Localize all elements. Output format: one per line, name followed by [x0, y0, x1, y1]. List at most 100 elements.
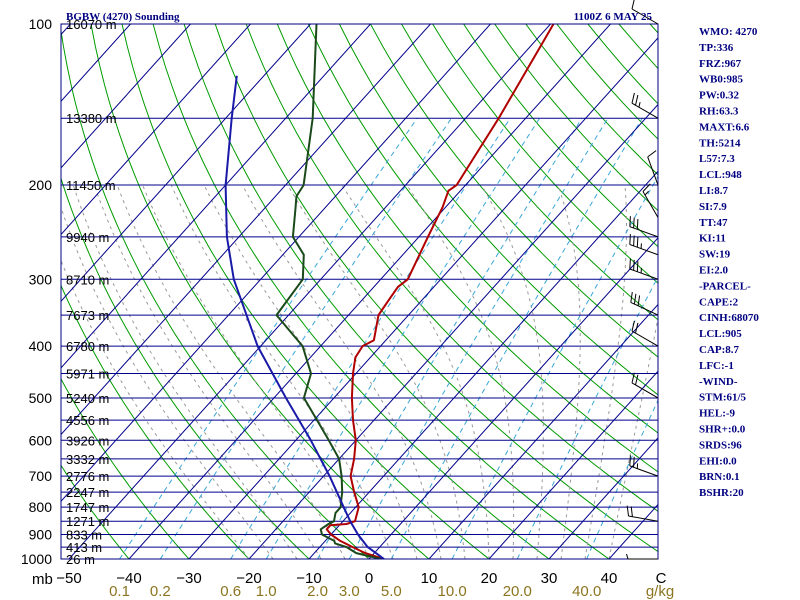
isotherm: [61, 24, 252, 236]
pressure-tick-label: 200: [29, 177, 53, 193]
index-item: SHR+:0.0: [699, 424, 746, 436]
index-item: LCL:948: [699, 169, 742, 181]
height-label: 1271 m: [66, 514, 109, 529]
temperature-tick-label: 30: [541, 570, 558, 587]
pressure-tick-label: 400: [29, 338, 53, 354]
index-item: KI:11: [699, 233, 726, 245]
index-item: EI:2.0: [699, 265, 729, 277]
isotherm: [61, 24, 372, 369]
wind-barb: [647, 150, 659, 186]
temperature-tick-label: 0: [365, 570, 373, 587]
grid-layer: [61, 24, 658, 559]
moist-adiabat: [93, 184, 322, 559]
mixing-ratio-label: 1.0: [256, 583, 277, 600]
height-label: 2247 m: [66, 485, 109, 500]
wind-barb: [631, 0, 659, 25]
parcel-trace: [224, 75, 385, 559]
temperature-tick-label: 10: [421, 570, 438, 587]
height-label: 16070 m: [66, 17, 117, 32]
mixing-ratio-line: [119, 117, 418, 559]
mixing-ratio-label: 3.0: [339, 583, 360, 600]
frame-layer: [60, 23, 659, 560]
index-item: SI:7.9: [699, 201, 727, 213]
pressure-tick-label: 900: [29, 527, 53, 543]
isotherm: [68, 24, 552, 559]
wind-barb: [629, 216, 659, 238]
wind-barb: [626, 505, 659, 522]
wind-barb: [629, 258, 659, 280]
isotherm: [128, 24, 612, 559]
index-item: -WIND-: [699, 376, 738, 388]
height-label: 413 m: [66, 540, 102, 555]
height-label: 1747 m: [66, 500, 109, 515]
height-label: 2776 m: [66, 469, 109, 484]
dry-adiabat: [463, 24, 658, 248]
moist-adiabat: [242, 184, 442, 559]
series-layer: [224, 24, 555, 559]
pressure-tick-label: 600: [29, 432, 53, 448]
mixing-ratio-label: 0.2: [150, 583, 171, 600]
index-panel: WMO: 4270 TP:336 FRZ:967 WB0:985 PW:0.32 RH:6…: [699, 26, 759, 499]
index-item: LCL:905: [699, 328, 742, 340]
mixing-ratio-line: [317, 117, 583, 559]
index-item: STM:61/5: [699, 392, 747, 404]
dry-adiabat: [152, 24, 550, 559]
isotherm: [61, 24, 492, 502]
pressure-tick-label: 800: [29, 499, 53, 515]
height-label: 8710 m: [66, 272, 109, 287]
chart-title: BGBW (4270) Sounding: [66, 11, 180, 23]
temperature-tick-label: −20: [236, 570, 261, 587]
mixing-ratio-unit-label: g/kg: [646, 583, 674, 600]
height-label: 3926 m: [66, 433, 109, 448]
mixing-ratio-label: 40.0: [572, 583, 601, 600]
index-item: CAPE:2: [699, 296, 739, 308]
index-item: CINH:68070: [699, 312, 759, 324]
mixing-ratio-label: 10.0: [437, 583, 466, 600]
index-item: TH:5214: [699, 137, 741, 149]
wind-barb: [629, 455, 659, 477]
moist-adiabat: [406, 184, 515, 559]
temperature-tick-label: 40: [601, 570, 618, 587]
mixing-ratio-line: [265, 117, 541, 559]
dewpoint-trace: [275, 24, 382, 559]
mixing-ratio-line: [516, 275, 658, 559]
chart-datetime: 1100Z 6 MAY 25: [574, 11, 653, 23]
mixing-ratio-label: 5.0: [381, 583, 402, 600]
temperature-tick-label: −10: [296, 570, 321, 587]
temperature-tick-label: −50: [56, 570, 81, 587]
index-item: FRZ:967: [699, 58, 742, 70]
mixing-ratio-label: 0.1: [109, 583, 130, 600]
wind-barb: [631, 92, 659, 119]
index-item: L57:7.3: [699, 153, 735, 165]
mixing-ratio-line: [390, 117, 643, 559]
height-label: 4556 m: [66, 413, 109, 428]
pressure-tick-label: 700: [29, 468, 53, 484]
isotherm: [368, 237, 658, 559]
height-label: 833 m: [66, 528, 102, 543]
dry-adiabat: [61, 377, 190, 559]
index-item: -PARCEL-: [699, 280, 751, 292]
temperature-tick-label: −30: [176, 570, 201, 587]
plot-frame: [60, 23, 659, 560]
isotherm: [488, 370, 658, 559]
height-label: 26 m: [66, 552, 95, 567]
pressure-unit-label: mb: [32, 571, 53, 588]
index-item: WB0:985: [699, 74, 744, 86]
index-item: EHI:0.0: [699, 455, 737, 467]
index-item: BSHR:20: [699, 487, 744, 499]
temperature-tick-label: 20: [481, 570, 498, 587]
mixing-ratio-label: 2.0: [307, 583, 328, 600]
dry-adiabat: [245, 24, 658, 512]
isotherm: [248, 103, 658, 559]
wind-barb: [642, 183, 659, 218]
mixing-ratio-line: [451, 175, 658, 559]
moist-adiabat: [203, 184, 418, 559]
temperature-trace: [325, 24, 555, 559]
height-label: 6780 m: [66, 339, 109, 354]
height-label: 11450 m: [66, 178, 116, 193]
index-item: SW:19: [699, 249, 731, 261]
pressure-tick-label: 500: [29, 390, 53, 406]
isotherm: [548, 437, 658, 559]
